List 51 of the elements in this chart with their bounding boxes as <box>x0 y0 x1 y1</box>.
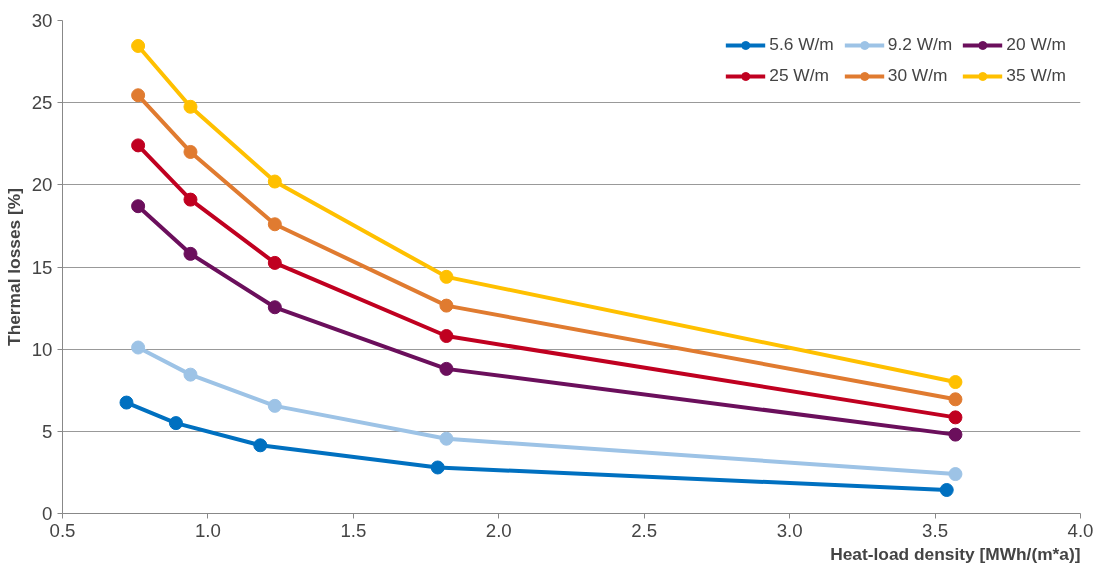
point <box>439 269 454 284</box>
legend-label: 9.2 W/m <box>887 34 953 55</box>
legend-label: 25 W/m <box>769 65 829 86</box>
point <box>253 438 268 453</box>
point <box>267 217 282 232</box>
point <box>439 361 454 376</box>
y-tick-label: 20 <box>31 174 53 196</box>
point <box>267 255 282 270</box>
point <box>183 192 198 207</box>
point <box>948 392 963 407</box>
point <box>267 398 282 413</box>
y-tick-label: 30 <box>31 10 53 31</box>
legend-label: 30 W/m <box>887 65 948 86</box>
point <box>119 395 134 410</box>
x-tick-label: 3.0 <box>776 519 803 541</box>
x-tick-label: 3.5 <box>922 519 949 541</box>
y-axis-title: Thermal losses [%] <box>3 188 24 346</box>
legend-label: 20 W/m <box>1006 34 1066 55</box>
x-tick-label: 1.0 <box>194 519 221 541</box>
point <box>131 38 146 53</box>
point <box>183 367 198 382</box>
legend-label: 35 W/m <box>1006 65 1066 86</box>
y-tick-label: 5 <box>42 420 53 442</box>
point <box>948 410 963 425</box>
point <box>267 174 282 189</box>
point <box>183 144 198 159</box>
x-tick-label: 2.0 <box>485 519 512 541</box>
point <box>439 329 454 344</box>
x-tick-label: 4.0 <box>1067 519 1094 541</box>
legend-label: 5.6 W/m <box>769 34 834 55</box>
point <box>430 460 445 475</box>
point <box>131 138 146 153</box>
point <box>131 199 146 214</box>
point <box>439 431 454 446</box>
point <box>267 300 282 315</box>
x-tick-label: 1.5 <box>340 519 367 541</box>
point <box>948 427 963 442</box>
x-axis-title: Heat-load density [MWh/(m*a)] <box>830 543 1081 564</box>
point <box>948 375 963 390</box>
y-tick-label: 15 <box>31 256 53 278</box>
point <box>439 298 454 313</box>
y-tick-label: 10 <box>31 338 53 360</box>
x-tick-label: 2.5 <box>631 519 658 541</box>
point <box>939 483 954 497</box>
point <box>131 88 146 103</box>
point <box>948 467 963 482</box>
point <box>168 416 183 431</box>
point <box>131 340 146 355</box>
y-tick-label: 25 <box>31 92 53 114</box>
point <box>183 246 198 261</box>
point <box>183 99 198 114</box>
